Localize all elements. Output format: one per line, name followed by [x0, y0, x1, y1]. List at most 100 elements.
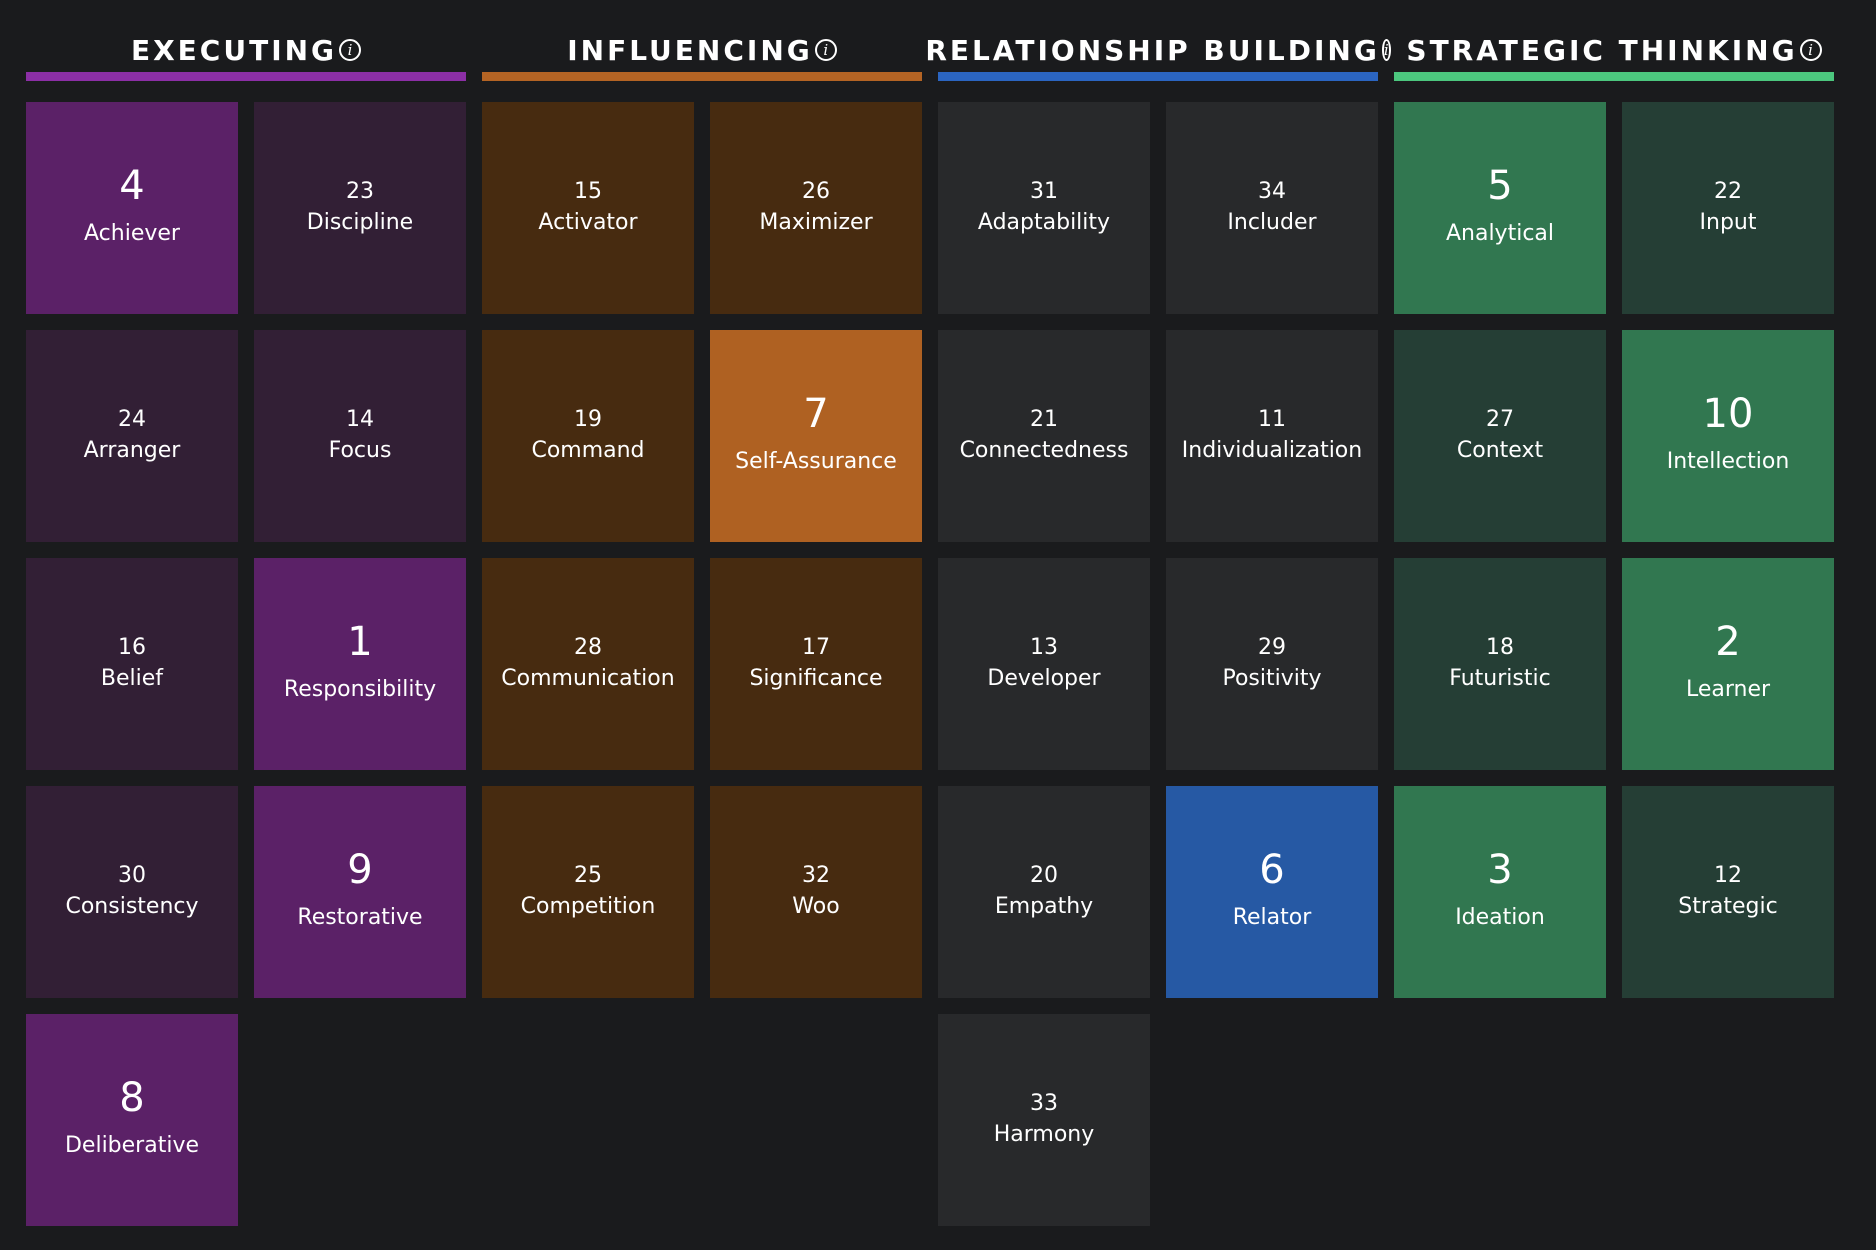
theme-tile-strategic[interactable]: 12 Strategic: [1622, 786, 1834, 998]
theme-tile-positivity[interactable]: 29 Positivity: [1166, 558, 1378, 770]
domain-title: INFLUENCING: [567, 33, 813, 67]
theme-name: Maximizer: [759, 210, 873, 235]
domain-column-influencing: INFLUENCING i 15 Activator 26 Maximizer 19 Comm…: [482, 0, 922, 998]
theme-name: Includer: [1227, 210, 1317, 235]
theme-name: Relator: [1232, 905, 1312, 930]
theme-tile-maximizer[interactable]: 26 Maximizer: [710, 102, 922, 314]
theme-rank: 19: [574, 407, 602, 432]
theme-name: Focus: [328, 438, 392, 463]
domain-column-executing: EXECUTING i 4 Achiever 23 Discipline 24 Arrange…: [26, 0, 466, 1226]
theme-tile-self-assurance[interactable]: 7 Self-Assurance: [710, 330, 922, 542]
theme-rank: 12: [1714, 863, 1742, 888]
theme-tile-individualization[interactable]: 11 Individualization: [1166, 330, 1378, 542]
theme-name: Communication: [501, 666, 675, 691]
theme-tile-harmony[interactable]: 33 Harmony: [938, 1014, 1150, 1226]
theme-tile-achiever[interactable]: 4 Achiever: [26, 102, 238, 314]
domain-accent-bar: [26, 72, 466, 81]
theme-name: Woo: [792, 894, 840, 919]
theme-rank: 15: [574, 179, 602, 204]
theme-name: Harmony: [993, 1122, 1095, 1147]
theme-tile-deliberative[interactable]: 8 Deliberative: [26, 1014, 238, 1226]
info-icon[interactable]: i: [814, 39, 837, 61]
theme-rank: 23: [346, 179, 374, 204]
theme-name: Individualization: [1181, 438, 1363, 463]
theme-rank: 32: [802, 863, 830, 888]
theme-rank: 30: [118, 863, 146, 888]
theme-name: Futuristic: [1449, 666, 1551, 691]
theme-tile-discipline[interactable]: 23 Discipline: [254, 102, 466, 314]
theme-tile-includer[interactable]: 34 Includer: [1166, 102, 1378, 314]
theme-tile-activator[interactable]: 15 Activator: [482, 102, 694, 314]
theme-rank: 28: [574, 635, 602, 660]
theme-rank: 26: [802, 179, 830, 204]
theme-name: Competition: [520, 894, 656, 919]
theme-tile-context[interactable]: 27 Context: [1394, 330, 1606, 542]
theme-rank: 1: [347, 619, 373, 665]
theme-rank: 24: [118, 407, 146, 432]
domain-accent-bar: [1394, 72, 1834, 81]
theme-rank: 11: [1258, 407, 1286, 432]
theme-tile-adaptability[interactable]: 31 Adaptability: [938, 102, 1150, 314]
theme-name: Empathy: [994, 894, 1094, 919]
theme-name: Ideation: [1455, 905, 1545, 930]
theme-name: Self-Assurance: [735, 449, 897, 474]
domain-header: RELATIONSHIP BUILDING i: [925, 24, 1391, 76]
theme-tile-learner[interactable]: 2 Learner: [1622, 558, 1834, 770]
theme-tile-focus[interactable]: 14 Focus: [254, 330, 466, 542]
theme-tile-input[interactable]: 22 Input: [1622, 102, 1834, 314]
theme-rank: 2: [1715, 619, 1741, 665]
theme-name: Context: [1456, 438, 1544, 463]
theme-rank: 5: [1487, 163, 1513, 209]
theme-tile-developer[interactable]: 13 Developer: [938, 558, 1150, 770]
theme-rank: 18: [1486, 635, 1514, 660]
theme-name: Adaptability: [977, 210, 1111, 235]
theme-tile-ideation[interactable]: 3 Ideation: [1394, 786, 1606, 998]
theme-name: Discipline: [306, 210, 414, 235]
theme-rank: 21: [1030, 407, 1058, 432]
theme-tile-empathy[interactable]: 20 Empathy: [938, 786, 1150, 998]
theme-rank: 6: [1259, 847, 1285, 893]
theme-tile-futuristic[interactable]: 18 Futuristic: [1394, 558, 1606, 770]
domain-column-strategic-thinking: STRATEGIC THINKING i 5 Analytical 22 Input 27 C…: [1394, 0, 1834, 998]
domain-header: EXECUTING i: [26, 24, 466, 76]
theme-name: Responsibility: [283, 677, 437, 702]
theme-tile-competition[interactable]: 25 Competition: [482, 786, 694, 998]
domain-header: STRATEGIC THINKING i: [1394, 24, 1834, 76]
domain-column-relationship-building: RELATIONSHIP BUILDING i 31 Adaptability 34 In…: [925, 0, 1391, 1226]
domain-title: RELATIONSHIP BUILDING: [925, 33, 1380, 67]
theme-name: Activator: [538, 210, 638, 235]
theme-rank: 10: [1702, 391, 1754, 437]
theme-tile-analytical[interactable]: 5 Analytical: [1394, 102, 1606, 314]
theme-name: Deliberative: [64, 1133, 200, 1158]
domain-title: STRATEGIC THINKING: [1406, 33, 1798, 67]
theme-rank: 25: [574, 863, 602, 888]
theme-tile-arranger[interactable]: 24 Arranger: [26, 330, 238, 542]
info-icon[interactable]: i: [1381, 39, 1391, 61]
theme-tile-significance[interactable]: 17 Significance: [710, 558, 922, 770]
theme-tile-connectedness[interactable]: 21 Connectedness: [938, 330, 1150, 542]
domain-accent-bar: [938, 72, 1378, 81]
theme-name: Intellection: [1666, 449, 1790, 474]
theme-tile-consistency[interactable]: 30 Consistency: [26, 786, 238, 998]
theme-tile-intellection[interactable]: 10 Intellection: [1622, 330, 1834, 542]
theme-tile-command[interactable]: 19 Command: [482, 330, 694, 542]
theme-rank: 13: [1030, 635, 1058, 660]
theme-tile-restorative[interactable]: 9 Restorative: [254, 786, 466, 998]
theme-tile-woo[interactable]: 32 Woo: [710, 786, 922, 998]
info-icon[interactable]: i: [339, 39, 362, 61]
theme-rank: 31: [1030, 179, 1058, 204]
theme-name: Positivity: [1222, 666, 1322, 691]
theme-tile-belief[interactable]: 16 Belief: [26, 558, 238, 770]
theme-rank: 34: [1258, 179, 1286, 204]
theme-name: Restorative: [297, 905, 423, 930]
theme-name: Strategic: [1678, 894, 1778, 919]
info-icon[interactable]: i: [1799, 39, 1822, 61]
theme-name: Connectedness: [959, 438, 1129, 463]
theme-rank: 22: [1714, 179, 1742, 204]
theme-tile-relator[interactable]: 6 Relator: [1166, 786, 1378, 998]
theme-tile-responsibility[interactable]: 1 Responsibility: [254, 558, 466, 770]
theme-rank: 20: [1030, 863, 1058, 888]
theme-tile-communication[interactable]: 28 Communication: [482, 558, 694, 770]
theme-name: Achiever: [84, 221, 180, 246]
